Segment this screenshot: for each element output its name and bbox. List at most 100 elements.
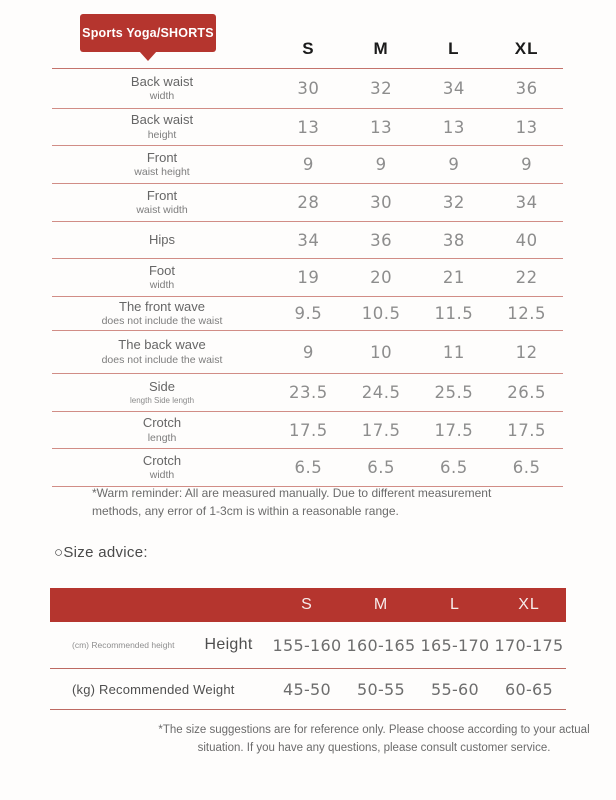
cell-value: 6.5 [294, 458, 323, 477]
warm-reminder-note: *Warm reminder: All are measured manuall… [92, 486, 492, 518]
cell-value: 36 [370, 230, 393, 250]
cell-value: 170-175 [494, 635, 564, 655]
cell-value: 165-170 [420, 635, 490, 655]
table-row-foot-width: Foot width 19 20 21 22 [52, 259, 563, 297]
cell-value: 13 [442, 117, 465, 137]
cell-value: 20 [370, 268, 393, 287]
advice-column-header-s: S [301, 596, 313, 613]
cell-value: 32 [442, 193, 465, 212]
advice-column-header-m: M [373, 596, 389, 613]
table-row-hips: Hips 34 36 38 40 [52, 222, 563, 259]
weight-label: (kg) Recommended Weight [72, 681, 235, 697]
table-row-front-wave: The front wave does not include the wais… [52, 297, 563, 331]
cell-value: 11 [442, 342, 465, 362]
cell-value: 13 [297, 117, 320, 137]
cell-value: 9 [302, 155, 314, 174]
cell-value: 12 [515, 342, 538, 362]
row-label: Hips [148, 231, 175, 247]
cell-value: 26.5 [507, 383, 546, 402]
cell-value: 34 [297, 230, 320, 250]
cell-value: 24.5 [361, 383, 401, 402]
cell-value: 32 [370, 79, 393, 98]
cell-value: 22 [515, 268, 538, 287]
cell-value: 9 [375, 155, 387, 174]
cell-value: 17.5 [434, 420, 474, 440]
cell-value: 38 [442, 230, 465, 250]
row-label: (cm) Recommended height Height [50, 636, 270, 654]
cell-value: 17.5 [289, 420, 328, 440]
product-badge: Sports Yoga/SHORTS [80, 14, 216, 52]
column-header-xl: XL [514, 39, 539, 58]
cell-value: 9 [448, 155, 460, 174]
cell-value: 30 [370, 193, 393, 212]
column-header-l: L [448, 39, 460, 58]
cell-value: 28 [297, 193, 320, 212]
cell-value: 9.5 [294, 304, 323, 323]
cell-value: 10.5 [361, 304, 401, 323]
measurement-table: S M L XL Back waist width 30 32 34 36 Ba… [52, 30, 563, 487]
size-suggestion-note: *The size suggestions are for reference … [158, 724, 590, 754]
cell-value: 9 [521, 155, 533, 174]
row-label: Front waist height [134, 149, 190, 179]
cell-value: 160-165 [346, 635, 416, 655]
table-row-back-wave: The back wave does not include the waist… [52, 331, 563, 374]
cell-value: 34 [515, 193, 538, 212]
cell-value: 17.5 [361, 420, 401, 440]
cell-value: 10 [370, 342, 393, 362]
cell-value: 155-160 [272, 635, 342, 655]
row-label: Back waist height [130, 112, 194, 141]
cell-value: 50-55 [357, 679, 405, 699]
size-advice-table: S M L XL (cm) Recommended height Height … [50, 588, 566, 710]
column-header-m: M [373, 39, 389, 58]
table-row-side-length: Side length Side length 23.5 24.5 25.5 2… [52, 374, 563, 412]
cell-value: 17.5 [507, 420, 546, 440]
advice-column-header-l: L [450, 596, 460, 613]
cell-value: 23.5 [289, 383, 328, 402]
table-row-back-waist-height: Back waist height 13 13 13 13 [52, 109, 563, 146]
cell-value: 6.5 [512, 458, 541, 477]
table-row-front-waist-height: Front waist height 9 9 9 9 [52, 146, 563, 184]
advice-row-height: (cm) Recommended height Height 155-160 1… [50, 622, 566, 669]
cell-value: 60-65 [505, 679, 553, 699]
cell-value: 55-60 [431, 679, 479, 699]
row-label: (kg) Recommended Weight [50, 682, 270, 697]
cell-value: 6.5 [440, 458, 468, 477]
row-label: Foot width [148, 262, 175, 292]
table-row-crotch-width: Crotch width 6.5 6.5 6.5 6.5 [52, 449, 563, 487]
table-row-back-waist-width: Back waist width 30 32 34 36 [52, 69, 563, 109]
size-advice-heading: ○Size advice: [54, 544, 148, 561]
badge-pointer [139, 51, 157, 61]
row-label: Front waist width [136, 187, 188, 217]
row-label: Crotch width [142, 452, 182, 482]
column-header-s: S [302, 39, 315, 58]
advice-row-weight: (kg) Recommended Weight 45-50 50-55 55-6… [50, 669, 566, 710]
size-advice-header-bar: S M L XL [50, 588, 566, 622]
cell-value: 25.5 [434, 383, 474, 402]
height-label: Height [204, 636, 253, 653]
product-badge-label: Sports Yoga/SHORTS [82, 26, 214, 40]
cell-value: 36 [515, 79, 538, 98]
cell-value: 34 [442, 79, 465, 98]
cell-value: 9 [302, 342, 314, 362]
height-unit-label: (cm) Recommended height [72, 640, 175, 650]
header-spacer [52, 30, 272, 68]
cell-value: 11.5 [434, 304, 474, 323]
row-label: Crotch length [142, 415, 182, 444]
row-label: The front wave does not include the wais… [101, 298, 223, 328]
cell-value: 30 [297, 79, 320, 98]
advice-column-header-xl: XL [518, 596, 540, 613]
table-row-crotch-length: Crotch length 17.5 17.5 17.5 17.5 [52, 412, 563, 449]
row-label: Back waist width [130, 73, 194, 103]
cell-value: 13 [370, 117, 393, 137]
cell-value: 45-50 [283, 679, 331, 699]
cell-value: 21 [442, 268, 465, 287]
cell-value: 40 [515, 230, 538, 250]
cell-value: 19 [297, 268, 320, 287]
cell-value: 6.5 [367, 458, 395, 477]
table-row-front-waist-width: Front waist width 28 30 32 34 [52, 184, 563, 222]
cell-value: 13 [515, 117, 538, 137]
row-label: The back wave does not include the waist [101, 337, 223, 366]
measurement-table-header: S M L XL [52, 30, 563, 69]
cell-value: 12.5 [507, 304, 546, 323]
